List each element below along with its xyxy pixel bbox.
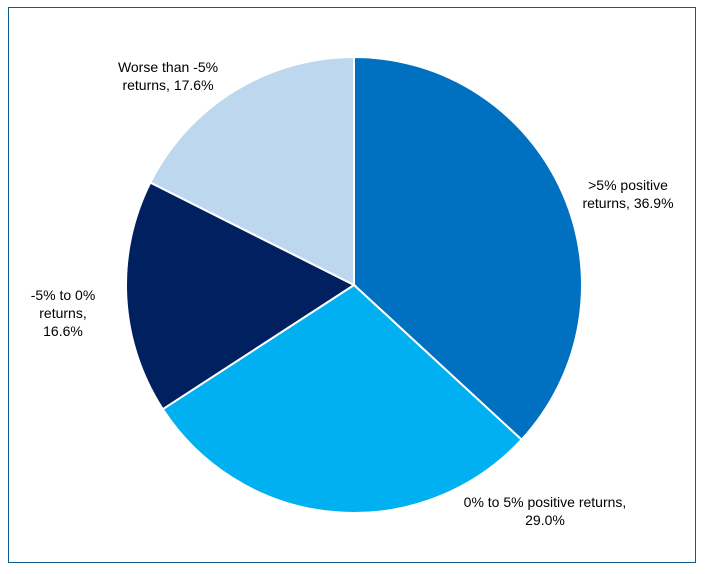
- slice-label-line: -5% to 0%: [31, 287, 96, 303]
- slice-label-line: Worse than -5%: [118, 59, 218, 75]
- slice-label-line: returns, 17.6%: [122, 77, 213, 93]
- slice-label-line: 29.0%: [525, 512, 565, 528]
- slice-label-line: returns, 36.9%: [582, 195, 673, 211]
- slice-label-line: >5% positive: [588, 177, 668, 193]
- slice-label-line: returns,: [39, 305, 86, 321]
- slice-label-line: 0% to 5% positive returns,: [464, 494, 627, 510]
- slice-label-1: 0% to 5% positive returns, 29.0%: [464, 494, 627, 528]
- pie-slice-1: [161, 283, 523, 514]
- slice-label-line: 16.6%: [43, 323, 83, 339]
- slice-label-0: >5% positive returns, 36.9%: [582, 177, 673, 211]
- pie-slice-2: [125, 181, 357, 411]
- slice-label-3: Worse than -5% returns, 17.6%: [118, 59, 218, 93]
- pie-slice-0: [353, 55, 583, 442]
- slice-label-2: -5% to 0% returns, 16.6%: [31, 287, 96, 339]
- pie-slice-3: [148, 55, 355, 287]
